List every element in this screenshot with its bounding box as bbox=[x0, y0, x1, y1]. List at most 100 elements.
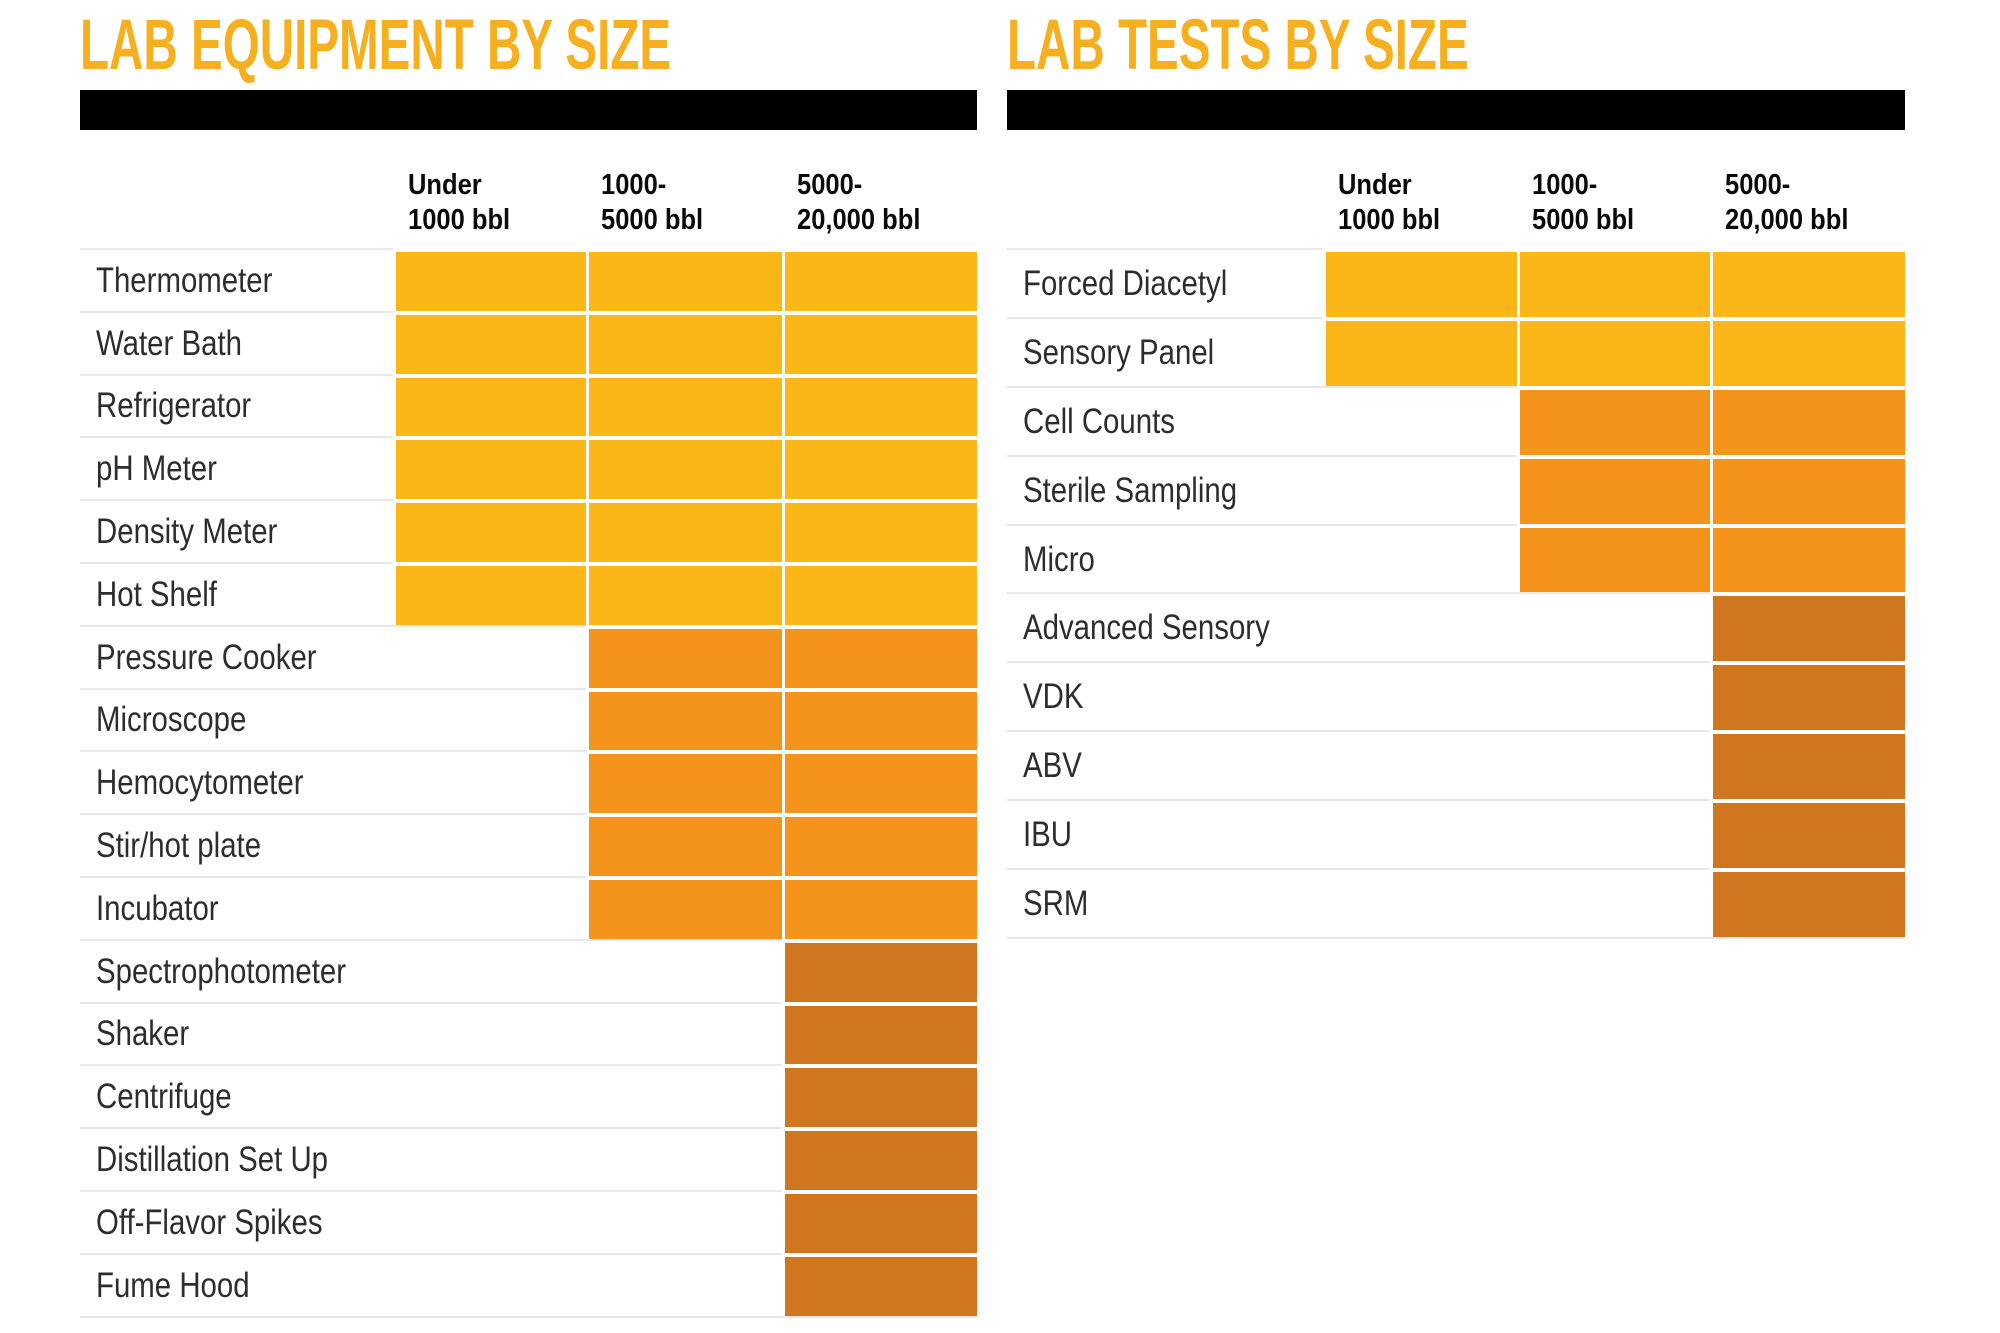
matrix-cell-empty bbox=[586, 1127, 782, 1190]
matrix-cell-empty bbox=[393, 624, 586, 688]
row-label: ABV bbox=[1007, 730, 1323, 799]
matrix-cell-empty bbox=[1323, 385, 1517, 455]
matrix-cell-empty bbox=[393, 1001, 586, 1065]
matrix-cell-empty bbox=[1323, 730, 1517, 799]
matrix-cell-filled-orange bbox=[1517, 385, 1710, 455]
column-header-label: Under 1000 bbl bbox=[408, 169, 511, 236]
row-label: Stir/hot plate bbox=[80, 813, 393, 876]
matrix-cell-filled-orange bbox=[782, 875, 977, 939]
matrix-cell-filled-yellow bbox=[586, 248, 782, 311]
matrix-cell-filled-yellow bbox=[393, 248, 586, 311]
table-row: pH Meter bbox=[80, 436, 977, 500]
row-label-text: Microscope bbox=[96, 700, 247, 740]
column-header-label: 1000- 5000 bbl bbox=[1532, 169, 1635, 236]
table-row: Stir/hot plate bbox=[80, 813, 977, 876]
matrix-cell-empty bbox=[1323, 799, 1517, 868]
matrix-cell-filled-yellow bbox=[1710, 316, 1905, 386]
row-label-text: Cell Counts bbox=[1023, 401, 1175, 441]
column-header-5000-20000: 5000- 20,000 bbl bbox=[1710, 130, 1905, 248]
row-label-text: VDK bbox=[1023, 677, 1084, 717]
matrix-cell-empty bbox=[586, 938, 782, 1002]
matrix-cell-empty bbox=[393, 1252, 586, 1316]
matrix-cell-empty bbox=[586, 1064, 782, 1127]
matrix-cell-filled-yellow bbox=[782, 561, 977, 625]
matrix-cell-filled-yellow bbox=[393, 310, 586, 374]
matrix-cell-filled-orange bbox=[1710, 523, 1905, 593]
matrix-cell-empty bbox=[1517, 868, 1710, 937]
lab-tests-title-block: LAB TESTS BY SIZE bbox=[1007, 0, 1905, 90]
page-title: LAB EQUIPMENT BY SIZE bbox=[80, 5, 672, 85]
lab-equipment-table: LAB EQUIPMENT BY SIZE Under 1000 bbl 100… bbox=[80, 0, 977, 1318]
row-label-text: Fume Hood bbox=[96, 1265, 250, 1305]
matrix-cell-filled-dark bbox=[1710, 730, 1905, 800]
table-row: Microscope bbox=[80, 687, 977, 751]
table-row: Sterile Sampling bbox=[1007, 454, 1905, 524]
column-header-1000-5000: 1000- 5000 bbl bbox=[1517, 130, 1710, 248]
table-row: Pressure Cooker bbox=[80, 624, 977, 688]
row-label-text: Refrigerator bbox=[96, 386, 252, 426]
lab-equipment-title-block: LAB EQUIPMENT BY SIZE bbox=[80, 0, 977, 90]
table-row: Micro bbox=[1007, 523, 1905, 593]
table-row: Thermometer bbox=[80, 248, 977, 311]
column-header-under-1000: Under 1000 bbl bbox=[1323, 130, 1517, 248]
row-label-text: ABV bbox=[1023, 746, 1082, 786]
matrix-cell-filled-orange bbox=[782, 813, 977, 876]
row-label-text: Hemocytometer bbox=[96, 763, 304, 803]
matrix-cell-empty bbox=[393, 1127, 586, 1190]
row-label: Hemocytometer bbox=[80, 750, 393, 813]
equipment-rows: Thermometer Water Bath Refrigerator pH Mete… bbox=[80, 248, 977, 1316]
matrix-cell-filled-dark bbox=[782, 1252, 977, 1316]
row-label: Cell Counts bbox=[1007, 385, 1323, 455]
row-label-text: Forced Diacetyl bbox=[1023, 263, 1228, 303]
row-label: Density Meter bbox=[80, 499, 393, 562]
table-row: Advanced Sensory bbox=[1007, 592, 1905, 662]
matrix-cell-filled-dark bbox=[1710, 592, 1905, 662]
matrix-cell-filled-orange bbox=[586, 624, 782, 688]
table-row: Refrigerator bbox=[80, 373, 977, 437]
matrix-cell-filled-orange bbox=[782, 750, 977, 814]
row-label-text: Pressure Cooker bbox=[96, 637, 317, 677]
column-header-row: Under 1000 bbl 1000- 5000 bbl 5000- 20,0… bbox=[1007, 130, 1905, 248]
matrix-cell-filled-orange bbox=[1517, 523, 1710, 593]
matrix-cell-filled-orange bbox=[1710, 385, 1905, 455]
table-row: IBU bbox=[1007, 799, 1905, 869]
matrix-cell-filled-orange bbox=[586, 875, 782, 939]
table-row: Distillation Set Up bbox=[80, 1127, 977, 1190]
matrix-cell-filled-yellow bbox=[393, 561, 586, 625]
matrix-cell-empty bbox=[393, 750, 586, 813]
matrix-cell-filled-yellow bbox=[782, 436, 977, 500]
row-label-text: Shaker bbox=[96, 1014, 190, 1054]
matrix-cell-empty bbox=[393, 875, 586, 939]
table-row: Off-Flavor Spikes bbox=[80, 1189, 977, 1253]
table-row: Forced Diacetyl bbox=[1007, 248, 1905, 317]
matrix-cell-empty bbox=[586, 1189, 782, 1253]
row-label: pH Meter bbox=[80, 436, 393, 499]
matrix-cell-empty bbox=[1323, 523, 1517, 593]
row-label-text: Thermometer bbox=[96, 260, 273, 300]
matrix-cell-filled-yellow bbox=[1517, 316, 1710, 386]
matrix-cell-filled-yellow bbox=[1323, 248, 1517, 317]
matrix-cell-filled-yellow bbox=[1517, 248, 1710, 317]
table-row: Spectrophotometer bbox=[80, 938, 977, 1002]
matrix-cell-filled-orange bbox=[586, 687, 782, 751]
table-row: VDK bbox=[1007, 661, 1905, 731]
column-header-label: 5000- 20,000 bbl bbox=[1725, 169, 1849, 236]
row-label-text: Density Meter bbox=[96, 512, 278, 552]
row-label: Distillation Set Up bbox=[80, 1127, 393, 1190]
matrix-cell-filled-yellow bbox=[782, 248, 977, 311]
matrix-cell-filled-orange bbox=[782, 687, 977, 751]
row-label: Fume Hood bbox=[80, 1252, 393, 1316]
matrix-cell-empty bbox=[1517, 799, 1710, 868]
matrix-cell-filled-yellow bbox=[782, 373, 977, 437]
matrix-cell-filled-yellow bbox=[586, 561, 782, 625]
table-row: Centrifuge bbox=[80, 1064, 977, 1128]
matrix-cell-filled-yellow bbox=[393, 436, 586, 500]
row-label-text: Stir/hot plate bbox=[96, 826, 262, 866]
row-label-text: Off-Flavor Spikes bbox=[96, 1202, 323, 1242]
matrix-cell-filled-yellow bbox=[393, 373, 586, 437]
matrix-cell-filled-dark bbox=[1710, 868, 1905, 937]
matrix-cell-filled-yellow bbox=[393, 499, 586, 562]
row-label: Sterile Sampling bbox=[1007, 454, 1323, 524]
table-row: ABV bbox=[1007, 730, 1905, 800]
matrix-cell-filled-yellow bbox=[586, 499, 782, 562]
